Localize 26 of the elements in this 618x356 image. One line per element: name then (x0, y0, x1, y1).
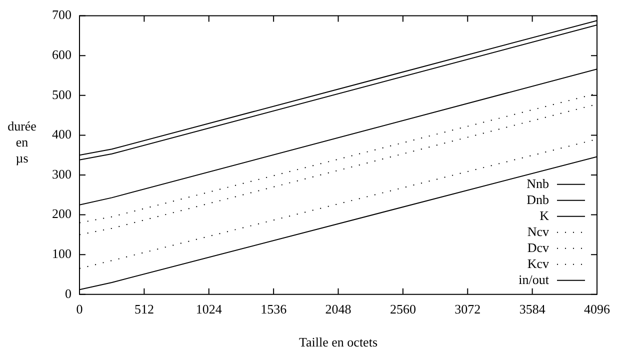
x-axis-title: Taille en octets (298, 334, 378, 350)
x-tick-label: 3072 (454, 302, 481, 317)
y-tick-label: 600 (52, 47, 72, 62)
x-tick-label: 1536 (260, 302, 288, 317)
legend-label: Dnb (526, 192, 549, 207)
x-tick-label: 3584 (519, 302, 546, 317)
x-tick-label: 2560 (390, 302, 416, 317)
x-tick-label: 2048 (325, 302, 352, 317)
x-tick-label: 512 (134, 302, 154, 317)
legend-label: Dcv (527, 240, 550, 255)
y-tick-label: 0 (65, 286, 72, 301)
y-tick-label: 700 (52, 7, 72, 22)
legend-label: Nnb (526, 176, 549, 191)
legend-label: K (540, 208, 550, 223)
y-tick-label: 100 (52, 246, 72, 262)
x-tick-label: 4096 (584, 302, 610, 317)
y-tick-label: 200 (52, 206, 72, 222)
y-axis-title: durée en µs (8, 118, 37, 166)
x-tick-label: 0 (76, 302, 83, 317)
y-tick-label: 400 (52, 126, 72, 142)
legend-label: Kcv (527, 256, 550, 271)
y-tick-label: 300 (52, 166, 72, 182)
x-tick-label: 1024 (196, 302, 222, 317)
legend-label: Ncv (527, 224, 550, 239)
y-tick-label: 500 (52, 86, 72, 102)
legend-label: in/out (518, 272, 550, 287)
